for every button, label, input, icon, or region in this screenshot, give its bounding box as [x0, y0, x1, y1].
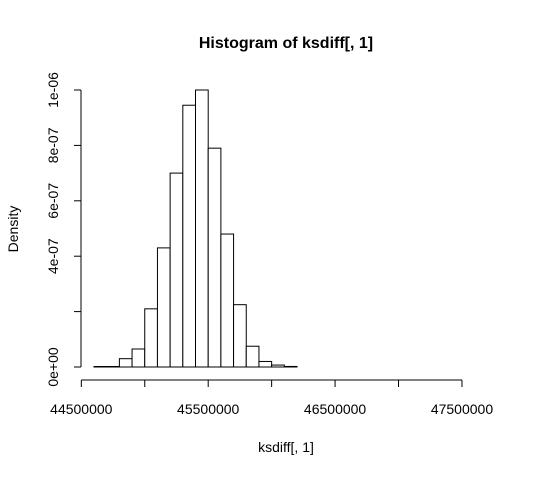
- chart-title: Histogram of ksdiff[, 1]: [199, 35, 373, 52]
- histogram-bar: [156, 247, 171, 368]
- y-tick-label: 6e-07: [45, 183, 61, 219]
- x-tick-label: 44500000: [50, 401, 113, 417]
- histogram-bar: [207, 147, 222, 368]
- histogram-bar: [195, 89, 209, 368]
- histogram-bar: [182, 104, 197, 368]
- x-tick-label: 47500000: [431, 401, 494, 417]
- histogram-bar: [106, 366, 120, 368]
- histogram-bar: [118, 358, 133, 368]
- histogram-bar: [233, 304, 247, 368]
- histogram-bar: [169, 172, 184, 368]
- y-tick-label: 4e-07: [45, 238, 61, 274]
- y-tick-label: 1e-06: [45, 72, 61, 108]
- histogram-bars: [93, 89, 298, 368]
- histogram-bar: [131, 348, 146, 368]
- histogram-bar: [283, 365, 298, 368]
- histogram-bar: [258, 360, 273, 368]
- x-tick-label: 45500000: [177, 401, 240, 417]
- y-tick-label: 0e+00: [45, 347, 61, 387]
- histogram-bar: [93, 366, 108, 368]
- y-axis: 0e+00 4e-07 6e-07 8e-07 1e-06: [45, 72, 82, 387]
- histogram-bar: [220, 233, 235, 368]
- x-tick-label: 46500000: [304, 401, 367, 417]
- x-axis: 44500000 45500000 46500000 47500000: [50, 379, 494, 417]
- y-axis-label: Density: [5, 206, 21, 253]
- histogram-bar: [144, 308, 158, 368]
- histogram-bar: [245, 345, 260, 368]
- x-axis-label: ksdiff[, 1]: [258, 439, 314, 455]
- histogram-bar: [271, 364, 285, 368]
- y-tick-label: 8e-07: [45, 127, 61, 163]
